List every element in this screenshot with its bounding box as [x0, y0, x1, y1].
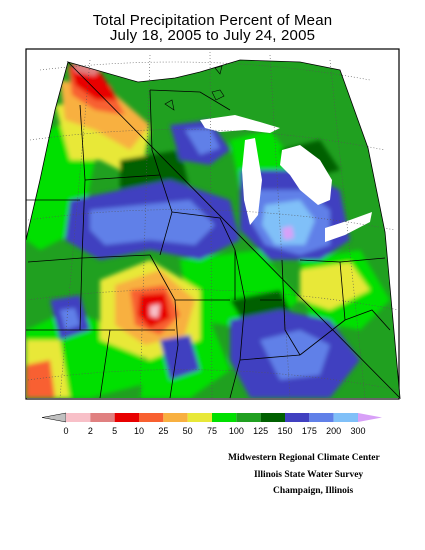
legend-tick-label: 150	[277, 426, 293, 436]
legend-swatch	[139, 413, 164, 422]
legend-swatch	[90, 413, 115, 422]
legend-swatch	[236, 413, 261, 422]
legend-tick-label: 200	[326, 426, 342, 436]
legend-bar	[41, 412, 382, 423]
legend-swatch	[333, 413, 358, 422]
legend-tick-label: 75	[206, 426, 218, 436]
legend-below-arrow	[41, 412, 67, 423]
credit-location: Champaign, Illinois	[273, 486, 354, 496]
legend-tick-label: 175	[301, 426, 317, 436]
legend-tick-label: 5	[112, 426, 118, 436]
legend-swatch	[114, 413, 139, 422]
legend-swatch	[309, 413, 334, 422]
legend-tick-label: 125	[253, 426, 269, 436]
legend-tick-label: 100	[228, 426, 244, 436]
map-date-range: July 18, 2005 to July 24, 2005	[109, 27, 316, 44]
credit-isws: Illinois State Water Survey	[254, 470, 364, 480]
legend-tick-label: 25	[158, 426, 169, 436]
legend-swatch	[260, 413, 285, 422]
legend-swatch	[163, 413, 188, 422]
legend-tick-label: 2	[87, 426, 93, 436]
legend-swatch	[285, 413, 310, 422]
legend-swatch	[212, 413, 237, 422]
legend-tick-label: 0	[63, 426, 69, 436]
legend-tick-label: 50	[182, 426, 193, 436]
domain-outline	[66, 59, 401, 400]
legend-swatch	[187, 413, 212, 422]
legend-tick-label: 300	[350, 426, 366, 436]
legend-above-arrow	[358, 413, 382, 422]
credit-mrcc: Midwestern Regional Climate Center	[228, 453, 380, 463]
map-title: Total Precipitation Percent of Mean	[92, 12, 333, 29]
legend-swatch	[66, 413, 91, 422]
state-borders	[25, 61, 391, 399]
graticule	[27, 51, 400, 399]
great-lakes	[200, 115, 372, 242]
legend-tick-label: 10	[133, 426, 145, 436]
